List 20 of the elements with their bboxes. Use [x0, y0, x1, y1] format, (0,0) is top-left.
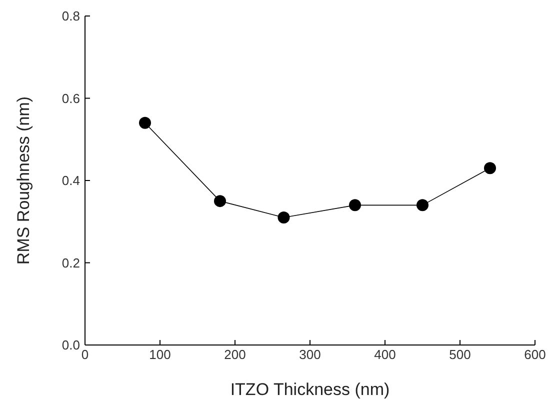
- y-tick-label: 0.6: [62, 90, 80, 106]
- y-axis-title: RMS Roughness (nm): [14, 96, 34, 265]
- point: [139, 116, 151, 129]
- point: [278, 212, 290, 224]
- x-tick-label: 0: [81, 347, 89, 362]
- y-tick-label: 0.0: [62, 338, 80, 353]
- y-tick-label: 0.4: [62, 173, 80, 188]
- y-tick-label: 0.2: [62, 255, 80, 270]
- point: [349, 199, 361, 212]
- x-tick-label: 100: [149, 347, 171, 362]
- point: [416, 199, 428, 212]
- x-tick-label: 300: [299, 347, 321, 362]
- point: [484, 162, 496, 174]
- x-tick-label: 600: [524, 347, 546, 362]
- x-tick-label: 500: [449, 347, 471, 362]
- point: [214, 195, 226, 208]
- x-tick-label: 200: [224, 347, 246, 362]
- x-axis-title: ITZO Thickness (nm): [230, 380, 390, 399]
- y-tick-label: 0.8: [62, 8, 80, 24]
- x-tick-label: 400: [374, 347, 396, 362]
